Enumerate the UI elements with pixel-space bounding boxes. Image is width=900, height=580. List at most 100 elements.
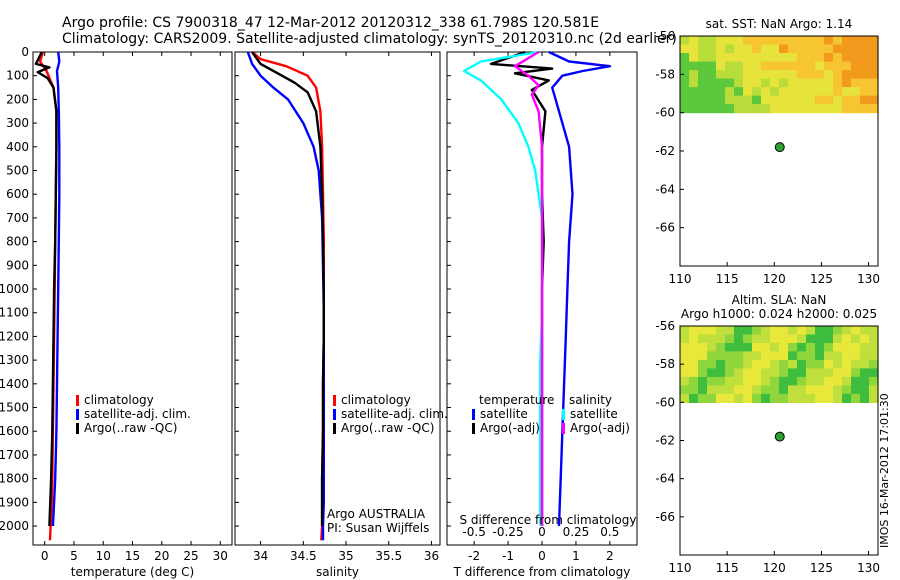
y-tick-label: 1800 bbox=[0, 472, 29, 486]
map-cell bbox=[842, 368, 852, 378]
map-cell bbox=[815, 343, 825, 353]
map-cell bbox=[716, 326, 726, 336]
map-cell bbox=[788, 351, 798, 361]
map-cell bbox=[761, 334, 771, 344]
map-cell bbox=[869, 359, 879, 369]
map-cell bbox=[770, 393, 780, 403]
map-cell bbox=[680, 70, 690, 80]
map-cell bbox=[788, 70, 798, 80]
y-tick-label: 1300 bbox=[0, 353, 29, 367]
map-cell bbox=[707, 95, 717, 105]
map-y-tick-label: -62 bbox=[655, 434, 675, 448]
map-cell bbox=[842, 326, 852, 336]
map-cell bbox=[680, 104, 690, 114]
y-tick-label: 400 bbox=[6, 140, 29, 154]
map-cell bbox=[752, 78, 762, 88]
map-cell bbox=[806, 78, 816, 88]
map-cell bbox=[788, 385, 798, 395]
map-cell bbox=[788, 95, 798, 105]
map-cell bbox=[761, 61, 771, 71]
map-cell bbox=[779, 334, 789, 344]
map-cell bbox=[743, 78, 753, 88]
map-cell bbox=[725, 376, 735, 386]
map-cell bbox=[869, 87, 879, 97]
map-cell bbox=[770, 376, 780, 386]
map-cell bbox=[806, 61, 816, 71]
map-cell bbox=[860, 104, 870, 114]
map-cell bbox=[824, 359, 834, 369]
map-cell bbox=[698, 385, 708, 395]
map-cell bbox=[680, 36, 690, 46]
map-cell bbox=[869, 78, 879, 88]
map-y-tick-label: -58 bbox=[655, 357, 675, 371]
map-cell bbox=[680, 359, 690, 369]
map-cell bbox=[716, 351, 726, 361]
map-cell bbox=[689, 351, 699, 361]
map-cell bbox=[860, 334, 870, 344]
map-cell bbox=[806, 36, 816, 46]
x-tick-label: 20 bbox=[154, 549, 169, 563]
map-cell bbox=[716, 87, 726, 97]
map-cell bbox=[779, 78, 789, 88]
map-cell bbox=[752, 385, 762, 395]
map-cell bbox=[725, 44, 735, 54]
map-cell bbox=[851, 385, 861, 395]
map-x-tick-label: 125 bbox=[810, 272, 833, 286]
map-cell bbox=[752, 70, 762, 80]
map-cell bbox=[815, 351, 825, 361]
map-cell bbox=[743, 104, 753, 114]
map-cell bbox=[734, 334, 744, 344]
legend-swatch bbox=[333, 409, 336, 420]
map-cell bbox=[833, 334, 843, 344]
map-cell bbox=[725, 334, 735, 344]
map-cell bbox=[869, 104, 879, 114]
map-x-tick-label: 115 bbox=[716, 561, 739, 575]
map-cell bbox=[851, 359, 861, 369]
map-y-tick-label: -60 bbox=[655, 395, 675, 409]
map-cell bbox=[824, 61, 834, 71]
map-cell bbox=[869, 36, 879, 46]
map-cell bbox=[770, 61, 780, 71]
map-cell bbox=[788, 334, 798, 344]
map-cell bbox=[842, 95, 852, 105]
map-cell bbox=[869, 95, 879, 105]
map-cell bbox=[743, 351, 753, 361]
map-cell bbox=[842, 334, 852, 344]
map-cell bbox=[752, 95, 762, 105]
map-cell bbox=[761, 78, 771, 88]
map-cell bbox=[869, 393, 879, 403]
map-cell bbox=[680, 376, 690, 386]
map-cell bbox=[797, 368, 807, 378]
map-cell bbox=[833, 104, 843, 114]
legend-label: Argo(..raw -QC) bbox=[341, 421, 434, 435]
map-cell bbox=[734, 104, 744, 114]
legend-swatch bbox=[472, 409, 475, 420]
map-cell bbox=[869, 376, 879, 386]
map-cell bbox=[806, 44, 816, 54]
map-cell bbox=[869, 44, 879, 54]
x-axis-label: salinity bbox=[316, 565, 359, 579]
map-y-tick-label: -58 bbox=[655, 67, 675, 81]
map-cell bbox=[743, 359, 753, 369]
map-cell bbox=[725, 393, 735, 403]
map-cell bbox=[734, 95, 744, 105]
map-y-tick-label: -56 bbox=[655, 29, 675, 43]
map-cell bbox=[680, 326, 690, 336]
map-cell bbox=[815, 385, 825, 395]
map-cell bbox=[752, 359, 762, 369]
y-tick-label: 900 bbox=[6, 258, 29, 272]
map-cell bbox=[752, 393, 762, 403]
legend-swatch bbox=[562, 409, 565, 420]
legend-label: satellite bbox=[480, 407, 528, 421]
header-line-1: Argo profile: CS 7900318_47 12-Mar-2012 … bbox=[62, 15, 599, 31]
y-tick-label: 700 bbox=[6, 211, 29, 225]
map-cell bbox=[860, 70, 870, 80]
map-cell bbox=[680, 95, 690, 105]
map-cell bbox=[797, 359, 807, 369]
map-altim_sla_map: -56 -58 -60 -62 -64 -66 110 115 120 125 130 Altim. … bbox=[655, 293, 880, 575]
map-cell bbox=[716, 385, 726, 395]
map-cell bbox=[734, 343, 744, 353]
map-cell bbox=[698, 393, 708, 403]
map-cell bbox=[707, 61, 717, 71]
y-tick-label: 0 bbox=[21, 45, 29, 59]
